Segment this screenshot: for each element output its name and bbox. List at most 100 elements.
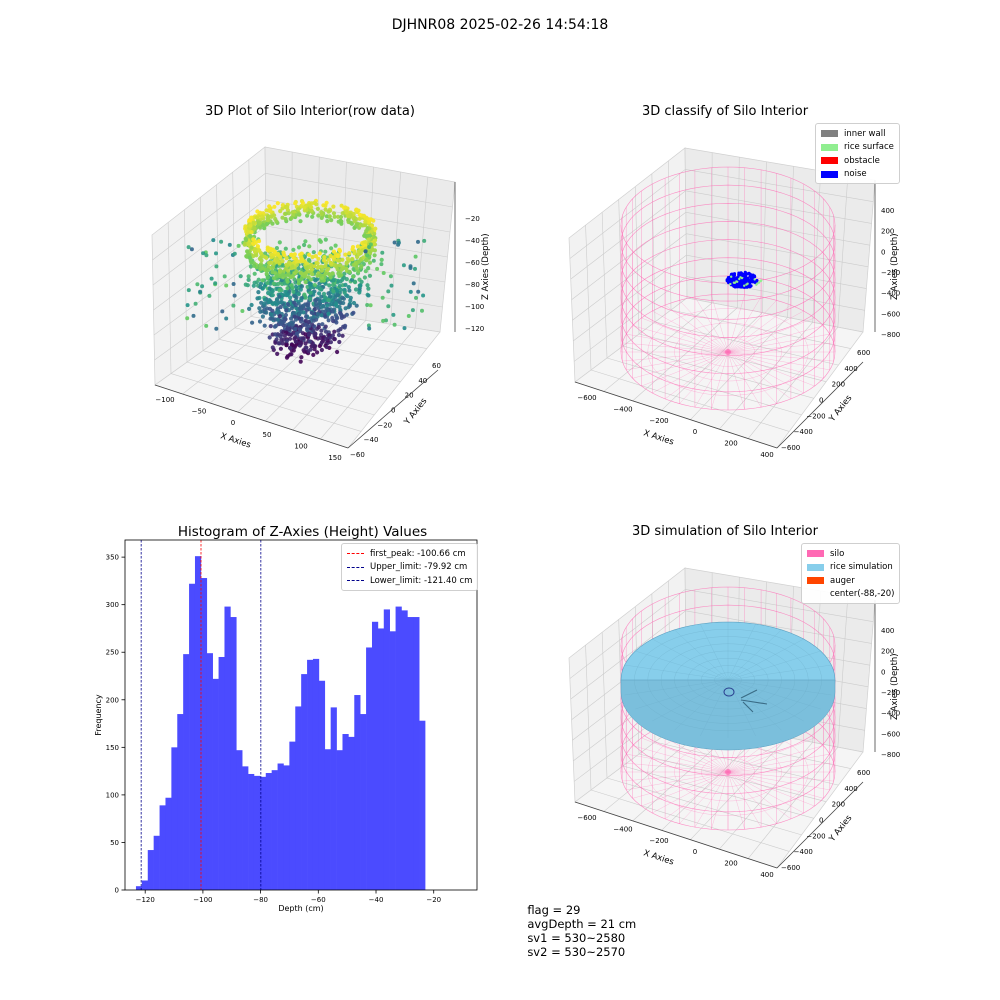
data-point	[323, 324, 328, 329]
data-point	[358, 283, 363, 288]
grid-line	[569, 589, 686, 679]
data-point	[406, 314, 411, 318]
grid-line	[237, 316, 342, 413]
x-tick-label: 400	[760, 871, 773, 879]
data-point	[416, 289, 421, 294]
grid-line	[572, 233, 687, 321]
x-tick-label: −200	[649, 837, 668, 845]
data-point	[287, 336, 293, 341]
z-tick-label: −800	[881, 751, 900, 759]
data-point	[368, 303, 373, 308]
data-point	[273, 332, 278, 337]
data-point	[232, 251, 237, 256]
data-point	[319, 347, 324, 353]
data-point	[204, 253, 209, 258]
data-point	[299, 276, 304, 281]
histogram-bar	[342, 734, 349, 890]
data-point	[297, 327, 303, 332]
histogram-bar	[277, 763, 284, 890]
data-point	[265, 281, 270, 286]
data-point	[274, 219, 279, 224]
data-point	[186, 288, 191, 293]
data-point	[306, 332, 311, 337]
data-point	[321, 258, 327, 263]
histogram-bar	[165, 797, 172, 890]
data-point	[222, 274, 227, 279]
noise-point	[748, 281, 752, 285]
data-point	[258, 281, 264, 286]
histogram-bar	[419, 720, 426, 890]
data-point	[342, 290, 347, 295]
data-point	[297, 316, 302, 321]
grid-line	[601, 212, 608, 359]
data-point	[270, 289, 275, 294]
data-point	[352, 251, 357, 256]
grid-line	[571, 212, 687, 300]
y-tick-label: 60	[432, 362, 441, 370]
data-point	[308, 296, 313, 301]
data-point	[321, 304, 326, 309]
data-point	[366, 237, 371, 242]
data-point	[292, 314, 297, 319]
data-point	[391, 312, 396, 317]
noise-point	[737, 271, 741, 275]
data-point	[276, 259, 281, 264]
data-point	[365, 283, 370, 288]
z-tick-label: 400	[881, 627, 894, 635]
data-point	[258, 284, 263, 290]
histogram-bar	[371, 621, 379, 890]
data-point	[293, 284, 299, 289]
noise-point	[730, 279, 734, 283]
rice-mesh-spoke	[727, 623, 756, 681]
data-point	[290, 264, 295, 269]
data-point	[381, 271, 386, 275]
data-point	[267, 286, 272, 291]
raw-data-axes-lines	[154, 182, 456, 449]
data-point	[249, 215, 254, 220]
data-point	[291, 289, 296, 294]
x-tick-label: −400	[613, 825, 632, 833]
grid-line	[154, 278, 267, 361]
data-point	[252, 271, 257, 276]
data-point	[297, 340, 303, 345]
data-point	[260, 314, 265, 319]
data-point	[319, 268, 324, 273]
legend-swatch	[347, 580, 364, 582]
histogram-bar	[295, 706, 302, 890]
data-point	[195, 282, 200, 287]
histogram-bar	[354, 695, 361, 890]
data-point	[298, 359, 303, 364]
data-point	[361, 255, 366, 260]
data-point	[243, 224, 248, 229]
data-point	[285, 286, 290, 291]
data-point	[255, 296, 260, 301]
grid-line	[320, 327, 416, 440]
y-tick-label: 50	[110, 839, 119, 847]
data-point	[231, 282, 236, 286]
data-point	[258, 309, 263, 314]
data-point	[329, 301, 334, 307]
data-point	[330, 282, 335, 288]
grid-line	[762, 161, 767, 313]
status-sv2: sv2 = 530~2570	[527, 945, 626, 959]
y-tick-label: 350	[106, 554, 119, 562]
data-point	[411, 281, 416, 286]
data-point	[323, 295, 328, 300]
data-point	[224, 283, 229, 288]
noise-point	[743, 272, 747, 276]
data-point	[262, 254, 267, 259]
y-tick-label: 200	[832, 801, 845, 809]
rice-mesh-spoke	[727, 650, 821, 681]
data-point	[356, 259, 361, 264]
data-point	[326, 311, 331, 316]
data-point	[314, 202, 319, 207]
data-point	[319, 211, 324, 217]
rice-surface-point	[739, 276, 742, 279]
data-point	[278, 346, 283, 351]
grid-line	[622, 765, 814, 819]
data-point	[294, 269, 299, 274]
histogram-title: Histogram of Z-Axies (Height) Values	[177, 524, 428, 540]
status-avg-depth: avgDepth = 21 cm	[527, 917, 637, 931]
data-point	[240, 309, 245, 313]
rice-surface-point	[730, 275, 733, 278]
